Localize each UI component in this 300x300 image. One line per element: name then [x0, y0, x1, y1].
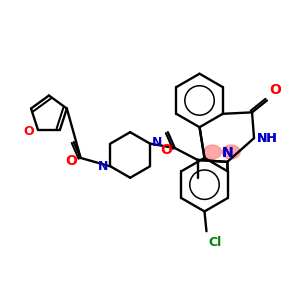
Text: O: O	[269, 83, 281, 98]
Text: N: N	[98, 160, 109, 173]
Text: N: N	[221, 146, 233, 160]
Text: Cl: Cl	[208, 236, 222, 249]
Text: O: O	[65, 154, 77, 168]
Text: O: O	[160, 143, 172, 157]
Text: O: O	[23, 125, 34, 138]
Text: NH: NH	[257, 132, 278, 145]
Text: N: N	[152, 136, 162, 149]
Text: N: N	[221, 146, 233, 160]
Ellipse shape	[222, 145, 240, 159]
Ellipse shape	[203, 145, 221, 159]
Text: NH: NH	[257, 132, 278, 145]
